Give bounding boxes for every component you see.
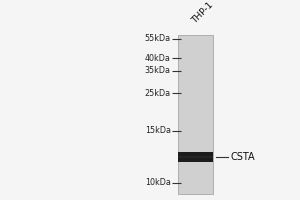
Bar — [178, 156, 213, 158]
Bar — [178, 35, 213, 194]
Text: 15kDa: 15kDa — [145, 126, 171, 135]
Text: 25kDa: 25kDa — [145, 89, 171, 98]
Text: 55kDa: 55kDa — [145, 34, 171, 43]
Text: THP-1: THP-1 — [190, 1, 215, 26]
Bar — [178, 152, 213, 162]
Text: 35kDa: 35kDa — [145, 66, 171, 75]
Text: 10kDa: 10kDa — [145, 178, 171, 187]
Text: CSTA: CSTA — [231, 152, 255, 162]
Text: 40kDa: 40kDa — [145, 54, 171, 63]
